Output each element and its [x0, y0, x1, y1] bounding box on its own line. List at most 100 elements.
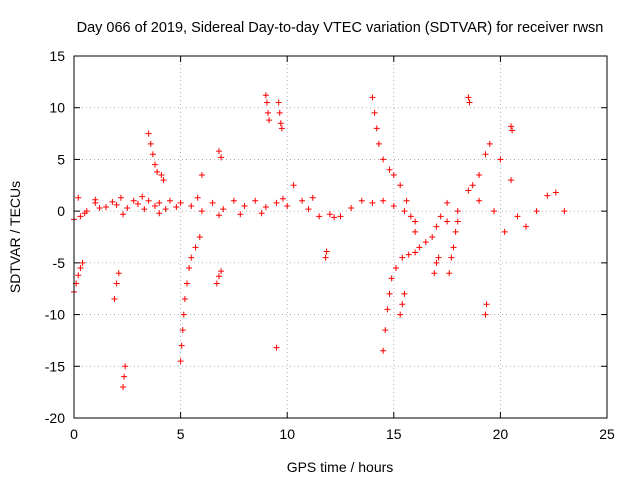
data-point [263, 99, 270, 106]
data-point [158, 171, 165, 178]
data-point [276, 109, 283, 116]
grid-lines [74, 56, 607, 418]
data-point [375, 140, 382, 147]
data-point [166, 197, 173, 204]
x-tick-label: 5 [177, 426, 185, 442]
data-point [437, 213, 444, 220]
x-tick-label: 25 [599, 426, 615, 442]
data-point [215, 212, 222, 219]
data-point [482, 311, 489, 318]
data-point [448, 254, 455, 261]
data-point [139, 193, 146, 200]
data-point [237, 211, 244, 218]
data-point [412, 218, 419, 225]
data-point [412, 249, 419, 256]
series-arc-2h [111, 270, 129, 390]
data-point [198, 208, 205, 215]
data-point [399, 254, 406, 261]
data-point [305, 206, 312, 213]
data-point [331, 214, 338, 221]
data-point [154, 168, 161, 175]
data-point [92, 196, 99, 203]
data-point [273, 344, 280, 351]
data-point [316, 213, 323, 220]
data-point [290, 182, 297, 189]
data-point [156, 210, 163, 217]
data-point [113, 201, 120, 208]
data-point [433, 259, 440, 266]
data-point [196, 234, 203, 240]
data-point [121, 373, 128, 380]
data-point [509, 127, 516, 134]
data-point [188, 202, 195, 209]
y-tick-label: -10 [45, 307, 65, 323]
data-point [392, 265, 399, 272]
data-point [102, 204, 109, 211]
data-point [258, 210, 265, 217]
data-point [120, 211, 127, 218]
data-point [380, 156, 387, 163]
data-point [454, 218, 461, 225]
y-axis-label: SDTVAR / TECUs [7, 181, 23, 293]
y-tick-label: -5 [53, 255, 66, 271]
data-point [117, 194, 124, 201]
data-points [71, 92, 568, 390]
series-arc-9-10h [262, 92, 330, 351]
series-band-13-23h [358, 140, 568, 246]
data-point [198, 171, 205, 178]
data-point [522, 223, 529, 230]
data-point [177, 199, 184, 206]
data-point [177, 358, 184, 365]
data-point [96, 205, 103, 212]
data-point [444, 218, 451, 225]
data-point [209, 199, 216, 206]
data-point [399, 301, 406, 308]
series-arc-14h [369, 94, 423, 354]
data-point [75, 272, 82, 279]
data-point [450, 244, 457, 251]
data-point [390, 171, 397, 178]
data-point [115, 270, 122, 277]
data-point [322, 254, 329, 261]
data-point [401, 290, 408, 297]
x-axis-label: GPS time / hours [287, 459, 394, 475]
data-point [508, 123, 515, 130]
data-point [147, 140, 154, 147]
data-point [465, 94, 472, 101]
data-point [454, 208, 461, 215]
data-point [384, 306, 391, 313]
data-point [433, 223, 440, 230]
data-point [397, 311, 404, 318]
data-point [275, 99, 282, 106]
data-point [369, 94, 376, 101]
data-point [482, 151, 489, 158]
x-tick-label: 15 [386, 426, 402, 442]
data-point [130, 197, 137, 204]
y-tick-label: 15 [49, 48, 65, 64]
data-point [109, 198, 116, 205]
data-point [75, 194, 82, 201]
data-point [120, 383, 127, 390]
data-point [326, 211, 333, 218]
data-point [323, 248, 330, 255]
data-point [252, 197, 259, 204]
data-point [173, 204, 180, 211]
data-point [215, 148, 222, 155]
series-arc-17-19h [429, 94, 516, 318]
data-point [278, 125, 285, 132]
data-point [218, 154, 225, 161]
data-point [380, 197, 387, 204]
data-point [412, 228, 419, 235]
data-point [215, 273, 222, 280]
data-point [358, 197, 365, 204]
data-point [152, 202, 159, 209]
data-point [429, 234, 436, 240]
data-point [156, 199, 163, 206]
data-point [149, 151, 156, 158]
y-tick-label: -20 [45, 410, 65, 426]
series-band-5-13h [188, 182, 355, 221]
data-point [405, 251, 412, 258]
data-point [466, 99, 473, 106]
